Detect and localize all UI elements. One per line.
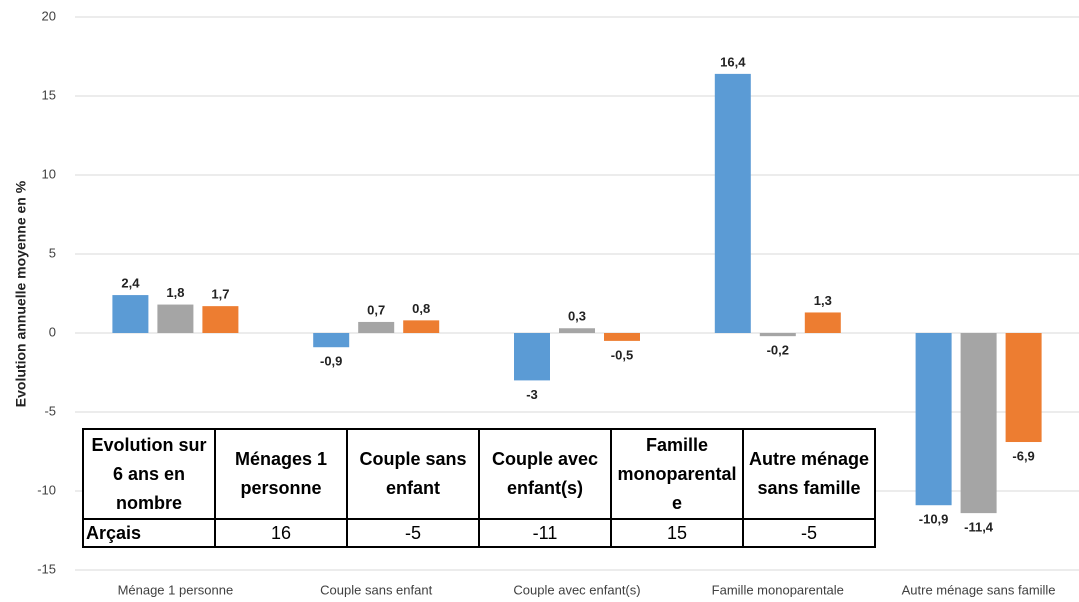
bar (514, 333, 550, 381)
y-axis-label: Evolution annuelle moyenne en % (13, 180, 29, 407)
y-tick-label: 5 (49, 245, 56, 260)
data-label: 1,3 (814, 293, 832, 308)
data-label: -0,5 (611, 347, 633, 362)
data-label: -0,2 (767, 343, 789, 358)
table-cell: Couple sans enfant (346, 428, 480, 520)
bar (112, 295, 149, 333)
data-label: 0,8 (412, 301, 430, 316)
table-cell: 15 (610, 518, 744, 548)
data-label: -10,9 (919, 512, 949, 527)
bar (915, 333, 952, 506)
data-label: -6,9 (1012, 448, 1034, 463)
table-cell: Autre ménage sans famille (742, 428, 876, 520)
x-tick-label: Ménage 1 personne (118, 582, 234, 597)
bar (157, 304, 194, 333)
table-cell: Ménages 1 personne (214, 428, 348, 520)
table-row: Evolution sur 6 ans en nombre Ménages 1 p… (82, 428, 876, 520)
table-cell: 16 (214, 518, 348, 548)
data-label: 2,4 (121, 276, 140, 291)
data-label: -0,9 (320, 354, 342, 369)
data-label: -3 (526, 387, 538, 402)
data-label: 0,7 (367, 302, 385, 317)
bar (604, 333, 640, 341)
bar (759, 333, 796, 337)
bar (960, 333, 997, 514)
bar (202, 306, 239, 333)
y-tick-label: -10 (37, 482, 56, 497)
table-cell: -11 (478, 518, 612, 548)
data-label: -11,4 (964, 520, 994, 535)
bar (358, 321, 395, 333)
y-tick-label: -15 (37, 561, 56, 576)
x-tick-label: Couple sans enfant (320, 582, 432, 597)
data-label: 1,8 (166, 285, 184, 300)
y-tick-label: -5 (44, 403, 56, 418)
data-label: 0,3 (568, 309, 586, 324)
table-cell: Couple avec enfant(s) (478, 428, 612, 520)
y-tick-label: 20 (42, 8, 56, 23)
x-tick-label: Famille monoparentale (712, 582, 844, 597)
table-cell: -5 (346, 518, 480, 548)
data-table: Evolution sur 6 ans en nombre Ménages 1 p… (82, 428, 876, 548)
table-row: Arçais 16 -5 -11 15 -5 (82, 518, 876, 548)
bar (804, 312, 841, 333)
x-tick-label: Couple avec enfant(s) (513, 582, 640, 597)
table-cell: Famille monoparentale (610, 428, 744, 520)
y-tick-label: 0 (49, 324, 56, 339)
y-tick-label: 15 (42, 87, 56, 102)
table-cell: Evolution sur 6 ans en nombre (82, 428, 216, 520)
x-tick-label: Autre ménage sans famille (902, 582, 1056, 597)
bar (1005, 333, 1042, 443)
y-tick-label: 10 (42, 166, 56, 181)
bar (714, 73, 751, 333)
bar (559, 328, 595, 333)
data-label: 1,7 (211, 287, 229, 302)
table-cell: -5 (742, 518, 876, 548)
bar (403, 320, 440, 333)
bar (313, 333, 350, 348)
data-label: 16,4 (720, 54, 746, 69)
table-cell: Arçais (82, 518, 216, 548)
